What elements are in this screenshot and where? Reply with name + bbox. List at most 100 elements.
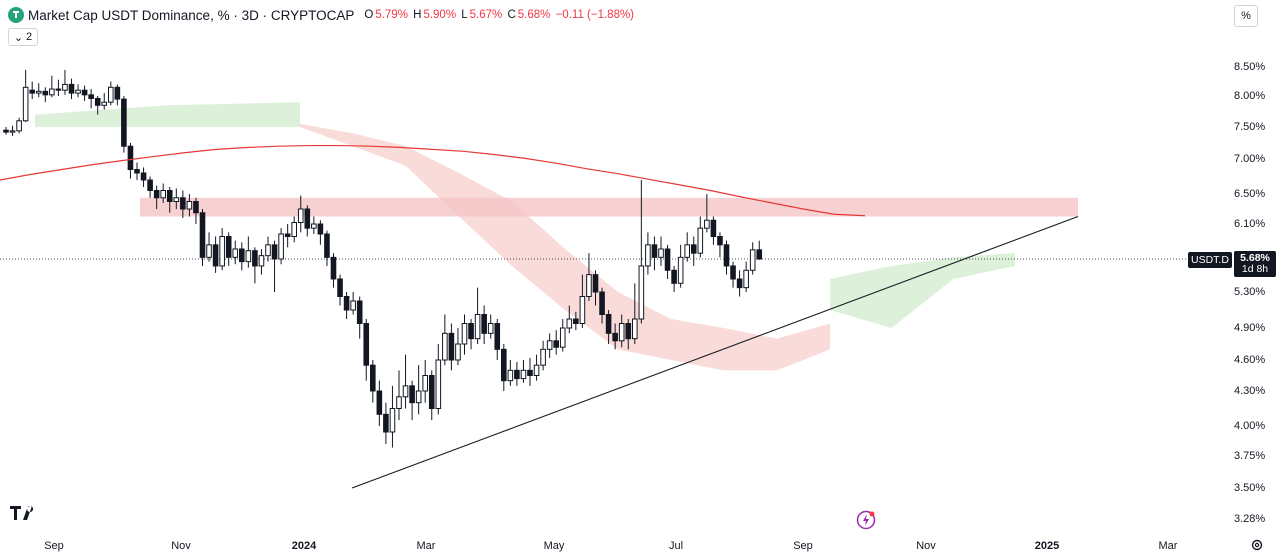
bear-candle: [317, 223, 324, 235]
y-tick-label: 8.50%: [1234, 61, 1266, 73]
bar-countdown: 1d 8h: [1241, 263, 1269, 275]
bull-candle: [173, 197, 180, 202]
bull-candle: [389, 408, 396, 433]
bull-candle: [265, 244, 271, 257]
x-tick-label: Mar: [416, 540, 436, 552]
bull-candle: [677, 256, 684, 284]
low-value: 5.67%: [469, 9, 503, 21]
x-tick-label: 2024: [291, 540, 317, 552]
bear-candle: [140, 172, 147, 181]
x-tick-label: Nov: [916, 540, 936, 552]
resistance-zone: [140, 197, 1078, 217]
bear-candle: [147, 179, 153, 191]
bear-candle: [671, 269, 677, 284]
bear-candle: [304, 208, 311, 229]
bear-candle: [343, 296, 350, 311]
y-tick-label: 3.75%: [1234, 450, 1266, 462]
bear-candle: [3, 129, 9, 133]
bear-candle: [324, 233, 330, 258]
bear-candle: [592, 274, 599, 293]
ichimoku-bear-cloud: [300, 123, 830, 371]
bear-candle: [337, 278, 343, 298]
tradingview-logo-icon[interactable]: [10, 506, 40, 525]
bull-candle: [108, 86, 114, 103]
lightning-icon[interactable]: [856, 510, 876, 535]
indicator-count: 2: [26, 31, 33, 43]
bear-candle: [717, 236, 723, 246]
ichimoku-bull-cloud: [830, 253, 1015, 328]
bear-candle: [180, 197, 186, 210]
bull-candle: [186, 201, 193, 210]
bull-candle: [422, 375, 428, 392]
percent-scale-button[interactable]: %: [1234, 5, 1258, 27]
bull-candle: [461, 323, 468, 345]
bear-candle: [428, 375, 435, 409]
x-tick-label: Sep: [44, 540, 64, 552]
bull-candle: [455, 343, 461, 361]
bear-candle: [553, 340, 560, 348]
bull-candle: [232, 248, 239, 258]
bull-candle: [520, 369, 527, 380]
bear-candle: [356, 300, 363, 324]
bear-candle: [114, 86, 121, 100]
bull-candle: [160, 190, 166, 199]
bear-candle: [42, 90, 49, 96]
bull-candle: [9, 130, 16, 133]
bull-candle: [206, 244, 212, 258]
bear-candle: [370, 364, 376, 392]
bear-candle: [494, 323, 501, 350]
bull-candle: [297, 208, 304, 223]
x-tick-label: 2025: [1034, 540, 1060, 552]
bear-candle: [199, 212, 206, 258]
y-tick-label: 3.28%: [1234, 513, 1266, 525]
bear-candle: [605, 314, 612, 334]
symbol-title[interactable]: Market Cap USDT Dominance, % · 3D · CRYP…: [28, 7, 355, 23]
bear-candle: [153, 190, 160, 199]
y-tick-label: 5.30%: [1234, 286, 1266, 298]
bull-candle: [35, 90, 42, 94]
y-tick-label: 8.00%: [1234, 90, 1266, 102]
support-trendline: [351, 215, 1079, 489]
bear-candle: [723, 244, 730, 267]
bull-candle: [22, 86, 29, 122]
close-value: 5.68%: [517, 9, 551, 21]
bear-candle: [612, 332, 618, 342]
bear-candle: [81, 89, 88, 96]
bull-candle: [442, 332, 448, 361]
high-label: H: [413, 9, 422, 21]
bull-candle: [16, 120, 22, 132]
x-tick-label: Sep: [793, 540, 813, 552]
indicators-collapse-button[interactable]: ⌄ 2: [8, 28, 38, 46]
y-tick-label: 4.90%: [1234, 322, 1266, 334]
ohlc-values: O 5.79% H 5.90% L 5.67% C 5.68% −0.11 (−1.88…: [364, 9, 636, 21]
y-tick-label: 3.50%: [1234, 482, 1266, 494]
bull-candle: [632, 318, 638, 340]
bear-candle: [664, 248, 671, 271]
y-tick-label: 4.00%: [1234, 420, 1266, 432]
bear-candle: [363, 323, 370, 366]
y-tick-label: 7.00%: [1234, 153, 1266, 165]
x-tick-label: Nov: [171, 540, 191, 552]
bull-candle: [311, 223, 317, 229]
bear-candle: [599, 291, 605, 315]
y-tick-label: 6.50%: [1234, 188, 1266, 200]
bull-candle: [579, 296, 586, 324]
bull-candle: [219, 236, 225, 267]
bull-candle: [49, 88, 55, 96]
x-tick-label: Jul: [668, 540, 684, 552]
ichimoku-bull-cloud: [35, 102, 300, 127]
bear-candle: [468, 323, 474, 340]
bull-candle: [743, 269, 749, 289]
bear-candle: [252, 250, 258, 267]
chart-header: Market Cap USDT Dominance, % · 3D · CRYP…: [8, 6, 636, 24]
settings-gear-icon[interactable]: [1250, 538, 1264, 557]
bear-candle: [225, 236, 232, 258]
bear-candle: [481, 314, 487, 334]
bear-candle: [193, 201, 199, 214]
open-value: 5.79%: [375, 9, 408, 21]
x-tick-label: Mar: [1158, 540, 1178, 552]
bear-candle: [736, 278, 743, 289]
bull-candle: [487, 323, 494, 334]
bull-candle: [258, 255, 265, 267]
